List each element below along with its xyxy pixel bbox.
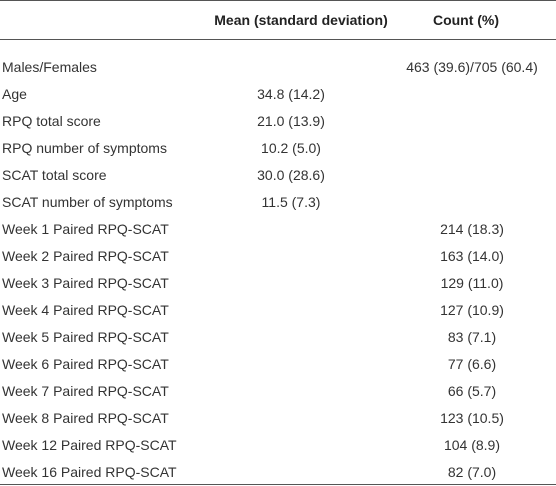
header-count: Count (%) <box>432 12 500 28</box>
count-cell: 123 (10.5) <box>440 410 504 426</box>
row-label: Week 7 Paired RPQ-SCAT <box>2 383 169 399</box>
row-label: Week 5 Paired RPQ-SCAT <box>2 329 169 345</box>
count-cell: 104 (8.9) <box>443 437 501 453</box>
count-cell: 82 (7.0) <box>447 464 497 480</box>
top-rule <box>0 0 556 1</box>
row-label: SCAT number of symptoms <box>2 194 173 210</box>
count-cell: 77 (6.6) <box>447 356 497 372</box>
bottom-rule <box>0 484 556 485</box>
row-label: Age <box>2 86 27 102</box>
row-label: RPQ total score <box>2 113 101 129</box>
row-label: Week 4 Paired RPQ-SCAT <box>2 302 169 318</box>
header-rule <box>0 39 556 40</box>
row-label: SCAT total score <box>2 167 107 183</box>
row-label: RPQ number of symptoms <box>2 140 167 156</box>
count-cell: 214 (18.3) <box>440 221 504 237</box>
row-label: Week 8 Paired RPQ-SCAT <box>2 410 169 426</box>
header-mean: Mean (standard deviation) <box>214 12 388 28</box>
row-label: Week 12 Paired RPQ-SCAT <box>2 437 177 453</box>
count-cell: 163 (14.0) <box>440 248 504 264</box>
count-cell: 129 (11.0) <box>440 275 504 291</box>
count-cell: 463 (39.6)/705 (60.4) <box>406 59 538 75</box>
row-label: Males/Females <box>2 59 97 75</box>
row-label: Week 3 Paired RPQ-SCAT <box>2 275 169 291</box>
row-label: Week 2 Paired RPQ-SCAT <box>2 248 169 264</box>
mean-cell: 34.8 (14.2) <box>257 86 325 102</box>
count-cell: 127 (10.9) <box>440 302 504 318</box>
row-label: Week 6 Paired RPQ-SCAT <box>2 356 169 372</box>
row-label: Week 1 Paired RPQ-SCAT <box>2 221 169 237</box>
mean-cell: 10.2 (5.0) <box>261 140 321 156</box>
mean-cell: 30.0 (28.6) <box>257 167 325 183</box>
mean-cell: 11.5 (7.3) <box>261 194 321 210</box>
row-label: Week 16 Paired RPQ-SCAT <box>2 464 177 480</box>
count-cell: 66 (5.7) <box>447 383 497 399</box>
mean-cell: 21.0 (13.9) <box>257 113 325 129</box>
count-cell: 83 (7.1) <box>447 329 497 345</box>
